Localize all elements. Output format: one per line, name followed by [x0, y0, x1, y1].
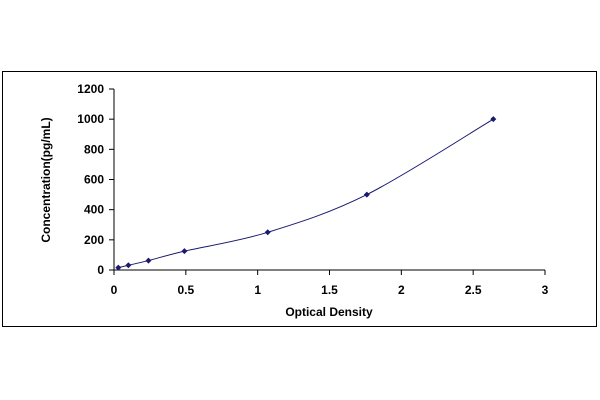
x-tick-label: 1.5 — [321, 283, 338, 297]
x-tick-label: 1 — [254, 283, 261, 297]
data-point — [490, 116, 497, 123]
x-tick-label: 0 — [111, 283, 118, 297]
x-axis-ticks: 0 0.5 1 1.5 2 2.5 3 — [111, 270, 549, 297]
y-tick-label: 600 — [84, 173, 104, 187]
data-point — [363, 191, 370, 198]
x-tick-label: 2.5 — [465, 283, 482, 297]
x-tick-label: 2 — [398, 283, 405, 297]
y-tick-label: 1000 — [77, 112, 104, 126]
y-axis-ticks: 0 200 400 600 800 1000 1200 — [77, 82, 114, 277]
fitted-curve — [118, 118, 494, 269]
y-axis-title: Concentration(pg/mL) — [39, 117, 53, 242]
data-point — [181, 248, 188, 255]
points-layer — [115, 116, 497, 271]
axes — [113, 89, 545, 271]
chart-frame — [2, 71, 597, 327]
x-axis-title: Optical Density — [285, 305, 373, 319]
data-point — [145, 257, 152, 264]
x-tick-label: 0.5 — [177, 283, 194, 297]
y-tick-label: 800 — [84, 142, 104, 156]
y-tick-label: 400 — [84, 203, 104, 217]
curve-layer — [118, 118, 494, 269]
data-point — [264, 229, 271, 236]
y-tick-label: 200 — [84, 233, 104, 247]
y-tick-label: 1200 — [77, 82, 104, 96]
data-point — [115, 264, 122, 271]
y-tick-label: 0 — [97, 263, 104, 277]
data-point — [125, 262, 132, 269]
x-tick-label: 3 — [542, 283, 549, 297]
